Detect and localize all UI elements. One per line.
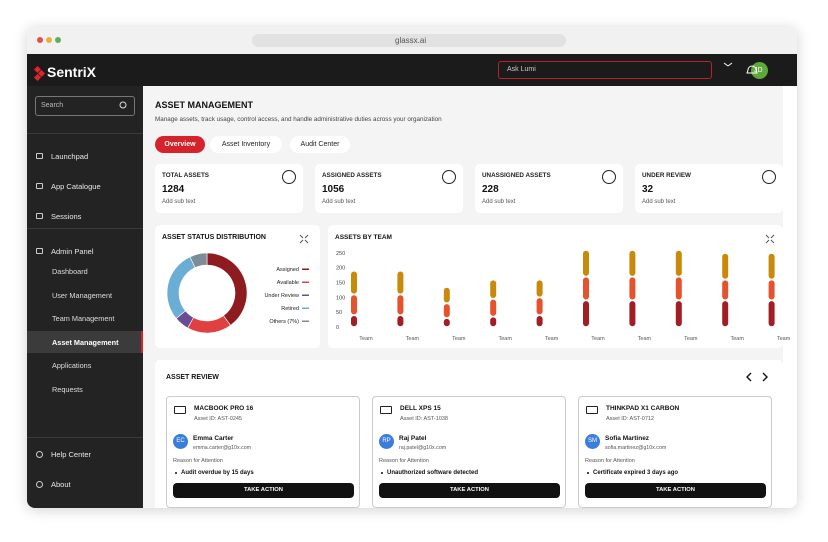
nav-item[interactable]: Help Center	[51, 450, 92, 459]
info-icon	[602, 170, 616, 184]
stat-card	[635, 164, 783, 213]
laptop-icon	[174, 406, 186, 414]
nav-subitem[interactable]: Requests	[52, 385, 83, 394]
search-placeholder: Search	[41, 102, 64, 109]
app-header	[27, 54, 797, 86]
device-name: MACBOOK PRO 16	[194, 405, 254, 412]
review-title: ASSET REVIEW	[166, 374, 219, 381]
tab[interactable]: Overview	[155, 136, 205, 153]
reason-label: Reason for Attention	[379, 458, 429, 464]
tab[interactable]: Asset Inventory	[210, 136, 282, 153]
page-subtitle: Manage assets, track usage, control acce…	[155, 116, 442, 123]
nav-item[interactable]: Sessions	[51, 212, 82, 221]
stat-label: UNDER REVIEW	[642, 172, 691, 179]
user-avatar: SM	[585, 434, 600, 449]
chart-card	[328, 225, 783, 348]
stat-sub: Add sub text	[482, 199, 516, 205]
avatar-initials: JD	[754, 67, 763, 74]
nav-item[interactable]: About	[51, 480, 71, 489]
user-email: emma.carter@g10x.com	[193, 445, 252, 451]
stat-card	[315, 164, 463, 213]
ask-placeholder: Ask Lumi	[507, 66, 536, 73]
info-icon	[282, 170, 296, 184]
stat-sub: Add sub text	[322, 199, 356, 205]
stat-value: 1284	[162, 184, 185, 195]
nav-icon	[36, 451, 43, 458]
stat-card	[155, 164, 303, 213]
stat-card	[475, 164, 623, 213]
bullet	[175, 472, 177, 474]
search-box[interactable]	[35, 96, 135, 116]
nav-item[interactable]: App Catalogue	[51, 182, 101, 191]
user-email: sofia.martinez@g10x.com	[605, 445, 667, 451]
chart-title: ASSET STATUS DISTRIBUTION	[162, 234, 266, 241]
asset-id: Asset ID: AST-0245	[194, 416, 242, 422]
bullet	[587, 472, 589, 474]
nav-subitem[interactable]: User Management	[52, 291, 113, 300]
info-icon	[442, 170, 456, 184]
divider	[27, 133, 143, 134]
url: glassx.ai	[395, 36, 427, 45]
reason-label: Reason for Attention	[173, 458, 223, 464]
action-button[interactable]: TAKE ACTION	[379, 483, 560, 498]
nav-icon	[36, 153, 43, 159]
info-icon	[762, 170, 776, 184]
laptop-icon	[586, 406, 598, 414]
scrollbar	[783, 86, 797, 508]
stat-sub: Add sub text	[162, 199, 196, 205]
brand: SentriX	[47, 64, 97, 80]
url-field[interactable]	[252, 34, 566, 47]
laptop-icon	[380, 406, 392, 414]
stat-value: 228	[482, 184, 499, 195]
reason-label: Reason for Attention	[585, 458, 635, 464]
user-avatar: RP	[379, 434, 394, 449]
active-item	[27, 331, 143, 353]
nav-subitem[interactable]: Dashboard	[52, 267, 88, 276]
asset-id: Asset ID: AST-1038	[400, 416, 448, 422]
nav-subitem[interactable]: Applications	[52, 361, 92, 370]
divider	[27, 437, 143, 438]
user-name: Sofia Martinez	[605, 435, 650, 442]
asset-id: Asset ID: AST-0712	[606, 416, 654, 422]
chart-title: ASSETS BY TEAM	[335, 234, 392, 241]
user-name: Emma Carter	[193, 435, 234, 442]
stat-label: ASSIGNED ASSETS	[322, 172, 382, 179]
tab[interactable]: Audit Center	[290, 136, 350, 153]
device-name: THINKPAD X1 CARBON	[606, 405, 680, 412]
stat-sub: Add sub text	[642, 199, 676, 205]
divider	[27, 228, 143, 229]
user-name: Raj Patel	[399, 435, 427, 442]
browser-window: glassx.ai SentriX Ask Lumi JD Search ASS…	[27, 27, 797, 508]
nav-subitem[interactable]: Team Management	[52, 314, 115, 323]
chart-card	[155, 225, 320, 348]
reason: Certificate expired 3 days ago	[593, 470, 679, 476]
reason: Audit overdue by 15 days	[181, 470, 254, 476]
nav-icon	[36, 183, 43, 189]
user-email: raj.patel@g10x.com	[399, 445, 447, 451]
nav-icon	[36, 248, 43, 254]
reason: Unauthorized software detected	[387, 470, 479, 476]
nav-subitem[interactable]: Asset Management	[52, 338, 119, 347]
ask-field[interactable]	[498, 61, 712, 79]
action-button[interactable]: TAKE ACTION	[173, 483, 354, 498]
page-title: ASSET MANAGEMENT	[155, 100, 254, 110]
bullet	[381, 472, 383, 474]
device-name: DELL XPS 15	[400, 405, 441, 412]
nav-item[interactable]: Launchpad	[51, 152, 89, 161]
stat-label: TOTAL ASSETS	[162, 172, 209, 179]
stat-label: UNASSIGNED ASSETS	[482, 172, 551, 179]
user-avatar: EC	[173, 434, 188, 449]
stat-value: 32	[642, 184, 654, 195]
nav-item[interactable]: Admin Panel	[51, 247, 94, 256]
stat-value: 1056	[322, 184, 345, 195]
action-button[interactable]: TAKE ACTION	[585, 483, 766, 498]
nav-icon	[36, 481, 43, 488]
nav-icon	[36, 213, 43, 219]
